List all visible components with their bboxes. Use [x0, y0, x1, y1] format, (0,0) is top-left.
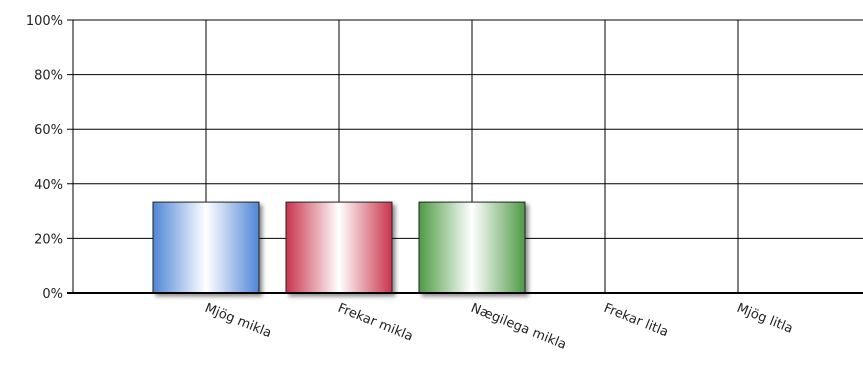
bars	[152, 201, 526, 294]
y-tick-label: 60%	[34, 123, 63, 138]
y-tick-label: 40%	[34, 178, 63, 193]
y-tick-label: 100%	[26, 14, 63, 29]
x-category-labels: Mjög mikla Frekar mikla Nægilega mikla Frek…	[203, 301, 795, 353]
y-tick-labels: 0% 20% 40% 60% 80% 100%	[26, 14, 63, 302]
axes	[67, 20, 863, 294]
x-category-label: Nægilega mikla	[469, 301, 569, 353]
grid	[67, 19, 863, 293]
x-category-label: Frekar litla	[602, 301, 671, 340]
y-tick-label: 0%	[42, 287, 63, 302]
x-category-label: Mjög litla	[735, 301, 795, 337]
x-category-label: Frekar mikla	[336, 301, 416, 345]
x-category-label: Mjög mikla	[203, 301, 274, 341]
bar-3	[418, 201, 526, 294]
bar-2	[285, 201, 393, 294]
y-tick-label: 20%	[34, 232, 63, 247]
y-tick-label: 80%	[34, 69, 63, 84]
bar-1	[152, 201, 260, 294]
